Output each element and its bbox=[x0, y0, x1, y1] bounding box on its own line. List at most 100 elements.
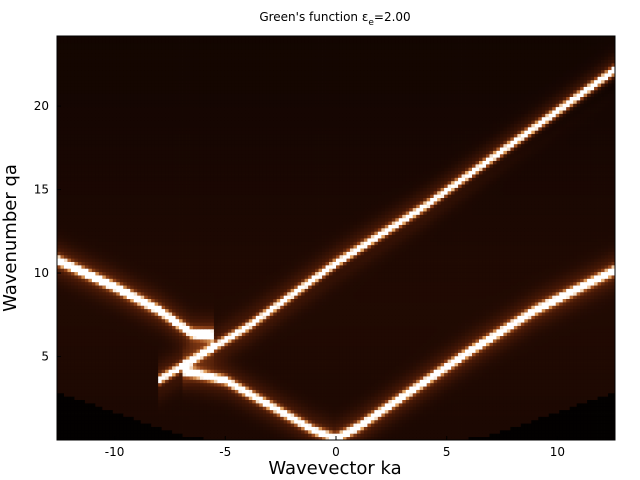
heatmap-cell bbox=[499, 416, 504, 421]
heatmap-cell bbox=[297, 402, 302, 407]
heatmap-cell bbox=[105, 359, 110, 363]
heatmap-cell bbox=[590, 339, 595, 343]
heatmap-cell bbox=[573, 355, 578, 360]
heatmap-cell bbox=[430, 379, 435, 384]
heatmap-cell bbox=[283, 349, 288, 353]
heatmap-cell bbox=[520, 386, 525, 390]
heatmap-cell bbox=[88, 402, 93, 407]
heatmap-cell bbox=[388, 345, 393, 350]
heatmap-cell bbox=[241, 433, 246, 438]
heatmap-cell bbox=[325, 355, 330, 360]
heatmap-cell bbox=[70, 392, 75, 397]
heatmap-cell bbox=[458, 409, 462, 414]
heatmap-cell bbox=[123, 416, 128, 421]
heatmap-cell bbox=[485, 429, 490, 434]
heatmap-cell bbox=[144, 345, 149, 350]
heatmap-cell bbox=[611, 382, 616, 387]
heatmap-cell bbox=[472, 349, 476, 353]
heatmap-cell bbox=[559, 339, 564, 343]
heatmap-cell bbox=[433, 399, 438, 404]
heatmap-cell bbox=[367, 382, 372, 387]
heatmap-cell bbox=[356, 359, 361, 363]
heatmap-cell bbox=[475, 379, 480, 384]
heatmap-cell bbox=[548, 369, 553, 374]
heatmap-cell bbox=[126, 372, 131, 377]
heatmap-cell bbox=[416, 335, 421, 340]
heatmap-cell bbox=[580, 399, 585, 404]
heatmap-cell bbox=[594, 345, 598, 350]
heatmap-cell bbox=[95, 433, 100, 438]
heatmap-cell bbox=[262, 433, 267, 438]
heatmap-cell bbox=[506, 436, 511, 441]
heatmap-cell bbox=[213, 433, 218, 438]
heatmap-cell bbox=[587, 409, 591, 414]
heatmap-cell bbox=[451, 426, 455, 431]
heatmap-cell bbox=[206, 382, 211, 387]
heatmap-cell bbox=[248, 399, 253, 404]
heatmap-cell bbox=[601, 339, 605, 343]
heatmap-cell bbox=[210, 335, 215, 340]
heatmap-cell bbox=[203, 349, 208, 353]
heatmap-cell bbox=[144, 426, 149, 431]
heatmap-cell bbox=[63, 345, 68, 350]
heatmap-cell bbox=[440, 429, 445, 434]
heatmap-cell bbox=[91, 419, 96, 424]
heatmap-cell bbox=[478, 382, 483, 387]
heatmap-cell bbox=[329, 402, 333, 407]
heatmap-cell bbox=[280, 409, 285, 414]
heatmap-cell bbox=[165, 349, 169, 353]
heatmap-cell bbox=[604, 335, 609, 340]
heatmap-cell bbox=[165, 335, 169, 340]
heatmap-cell bbox=[594, 369, 598, 374]
heatmap-cell bbox=[168, 335, 173, 340]
heatmap-cell bbox=[388, 406, 393, 411]
heatmap-cell bbox=[179, 436, 183, 441]
heatmap-cell bbox=[161, 396, 166, 400]
heatmap-cell bbox=[391, 389, 396, 394]
heatmap-cell bbox=[472, 423, 476, 427]
heatmap-cell bbox=[538, 379, 543, 384]
heatmap-cell bbox=[349, 335, 354, 340]
heatmap-cell bbox=[196, 413, 201, 417]
heatmap-cell bbox=[266, 359, 271, 363]
heatmap-cell bbox=[426, 359, 431, 363]
heatmap-cell bbox=[527, 352, 532, 357]
heatmap-cell bbox=[241, 413, 246, 417]
heatmap-cell bbox=[524, 423, 529, 427]
heatmap-cell bbox=[391, 379, 396, 384]
heatmap-cell bbox=[346, 433, 351, 438]
heatmap-cell bbox=[367, 436, 372, 441]
heatmap-cell bbox=[405, 372, 410, 377]
heatmap-cell bbox=[116, 332, 121, 337]
heatmap-cell bbox=[391, 426, 396, 431]
heatmap-cell bbox=[252, 396, 257, 400]
heatmap-cell bbox=[231, 396, 236, 400]
heatmap-cell bbox=[573, 396, 578, 400]
heatmap-cell bbox=[437, 345, 442, 350]
heatmap-cell bbox=[510, 352, 515, 357]
heatmap-cell bbox=[458, 345, 462, 350]
heatmap-cell bbox=[81, 402, 86, 407]
heatmap-cell bbox=[130, 386, 135, 390]
heatmap-cell bbox=[206, 402, 211, 407]
heatmap-cell bbox=[206, 372, 211, 377]
heatmap-cell bbox=[381, 362, 386, 367]
heatmap-cell bbox=[458, 406, 462, 411]
heatmap-cell bbox=[395, 396, 400, 400]
heatmap-cell bbox=[88, 406, 93, 411]
heatmap-cell bbox=[231, 426, 236, 431]
heatmap-cell bbox=[430, 345, 435, 350]
heatmap-cell bbox=[186, 433, 190, 438]
heatmap-cell bbox=[510, 399, 515, 404]
heatmap-cell bbox=[569, 355, 574, 360]
heatmap-cell bbox=[133, 362, 138, 367]
heatmap-cell bbox=[137, 376, 142, 380]
heatmap-cell bbox=[203, 436, 208, 441]
heatmap-cell bbox=[349, 339, 354, 343]
heatmap-cell bbox=[199, 362, 204, 367]
heatmap-cell bbox=[234, 362, 239, 367]
heatmap-cell bbox=[210, 352, 215, 357]
heatmap-cell bbox=[492, 416, 497, 421]
heatmap-cell bbox=[346, 389, 351, 394]
heatmap-cell bbox=[433, 382, 438, 387]
